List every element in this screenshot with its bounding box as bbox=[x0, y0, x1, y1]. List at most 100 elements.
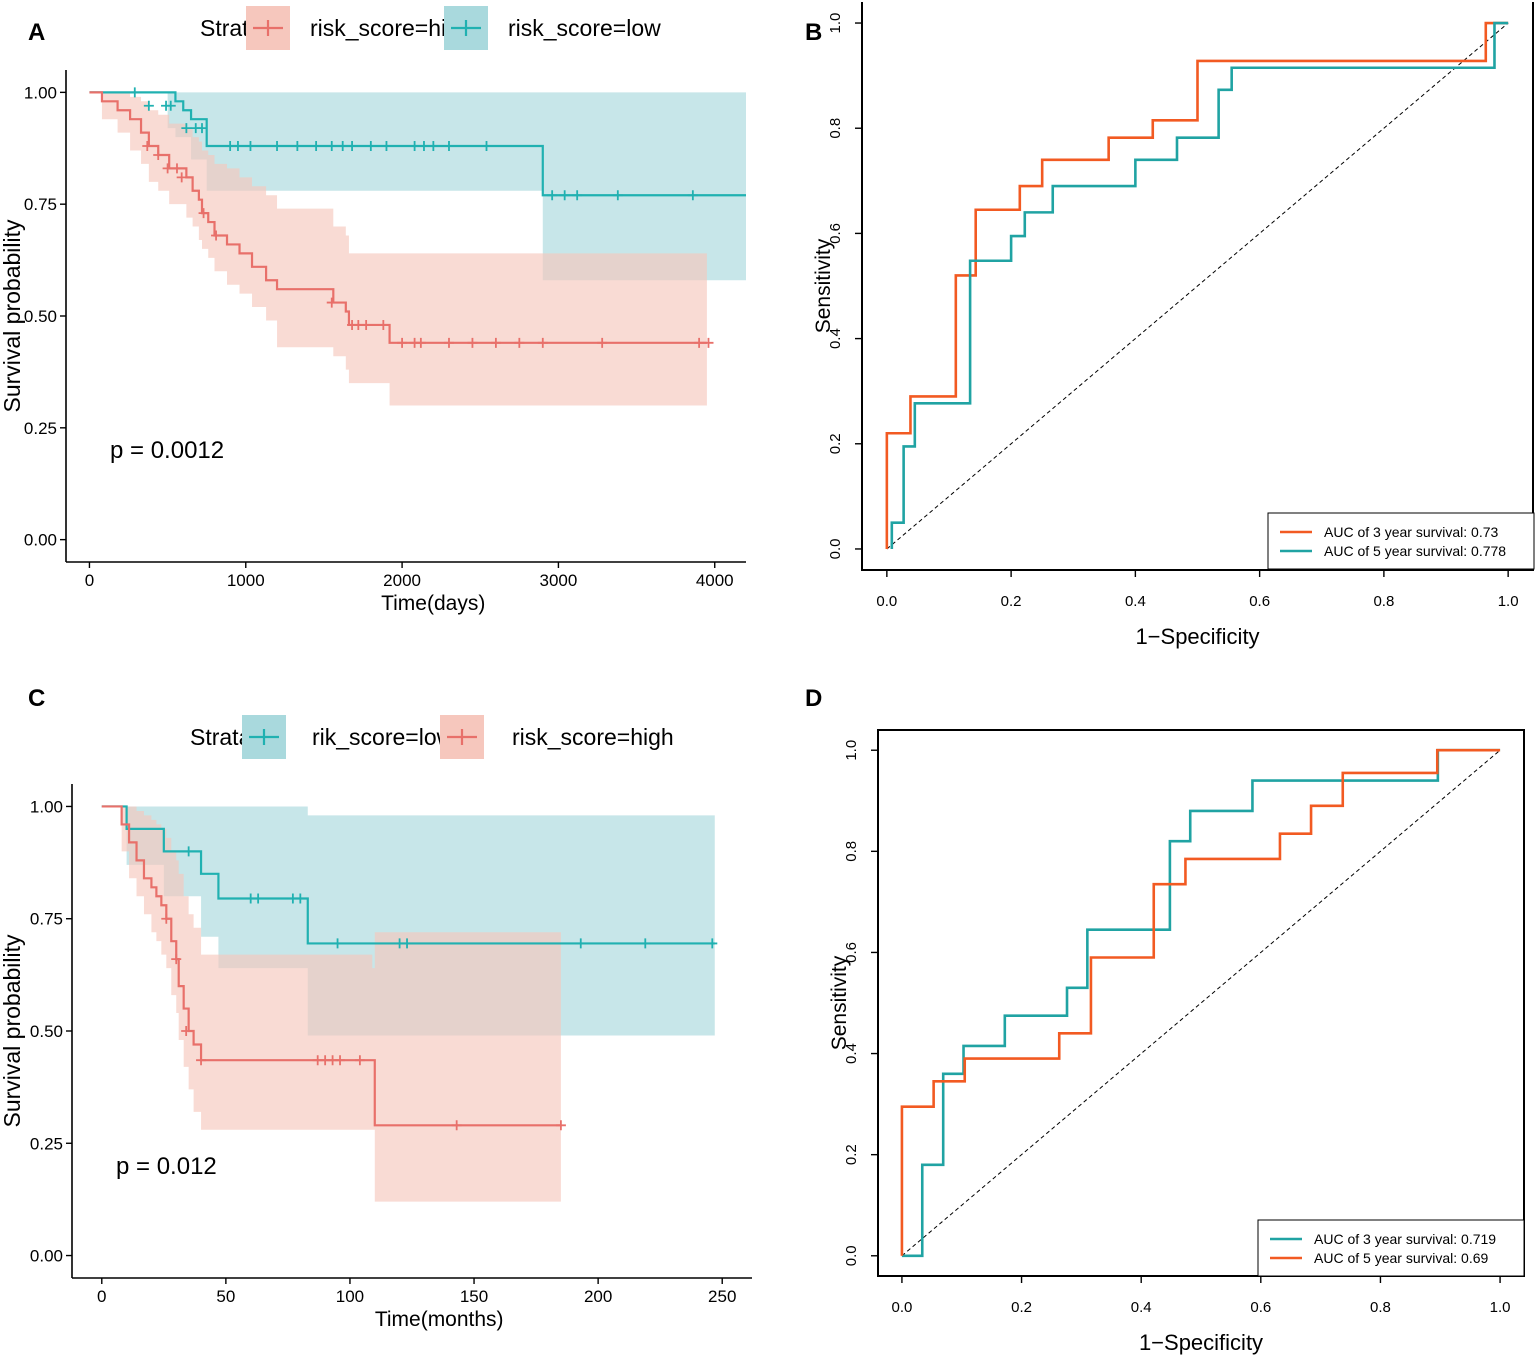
censor-mark bbox=[129, 87, 140, 98]
legend-key-symbol bbox=[447, 729, 477, 745]
x-tick-label: 0.2 bbox=[1011, 1299, 1032, 1316]
y-tick-label: 0.00 bbox=[30, 1247, 63, 1266]
y-tick-label: 0.2 bbox=[827, 433, 844, 454]
panel-label-b: B bbox=[805, 19, 822, 46]
censor-mark bbox=[183, 846, 194, 857]
censor-mark bbox=[165, 100, 176, 111]
censor-mark bbox=[232, 141, 243, 152]
y-tick-label: 0.6 bbox=[827, 223, 844, 244]
roc-curve-AUC of 5 year survival: 0.778 bbox=[890, 21, 1509, 549]
censor-mark bbox=[161, 913, 172, 924]
censor-mark bbox=[142, 141, 153, 152]
y-tick-label: 0.25 bbox=[24, 419, 57, 438]
censor-mark bbox=[547, 190, 558, 201]
ci-band-risk_score=high bbox=[101, 806, 561, 1202]
y-tick-label: 0.8 bbox=[843, 841, 860, 862]
censor-mark bbox=[378, 319, 389, 330]
censor-mark bbox=[418, 141, 429, 152]
legend-key-symbol bbox=[249, 729, 279, 745]
censor-mark bbox=[397, 337, 408, 348]
y-tick-label: 0.2 bbox=[843, 1144, 860, 1165]
censor-mark bbox=[687, 190, 698, 201]
censor-mark bbox=[326, 297, 337, 308]
censor-mark bbox=[171, 163, 182, 174]
x-tick-label: 250 bbox=[708, 1287, 736, 1306]
y-tick-label: 0.50 bbox=[24, 307, 57, 326]
censor-mark bbox=[514, 337, 525, 348]
x-tick-label: 0.0 bbox=[876, 593, 897, 610]
censor-mark bbox=[694, 337, 705, 348]
legend-title: Strata bbox=[190, 724, 252, 750]
p-value: p = 0.012 bbox=[116, 1153, 217, 1180]
censor-mark bbox=[245, 141, 256, 152]
censor-mark bbox=[197, 123, 207, 134]
km-plot-c: 0.00 0.25 0.50 0.75 1.00 0 50 100 150 200 250 Time(… bbox=[0, 715, 752, 1331]
km-plot-a: 0.00 0.25 0.50 0.75 1.00 0 1000 2000 3000 4000 Tim… bbox=[0, 6, 747, 615]
censor-mark bbox=[181, 1026, 192, 1036]
censor-mark bbox=[490, 337, 501, 348]
y-tick-label: 1.00 bbox=[30, 797, 63, 816]
x-tick-label: 150 bbox=[460, 1287, 488, 1306]
censor-mark bbox=[198, 208, 209, 219]
p-value: p = 0.0012 bbox=[110, 437, 224, 464]
x-tick-label: 0.6 bbox=[1250, 1299, 1271, 1316]
ci-band-rik_score=low bbox=[101, 806, 715, 1036]
legend-box bbox=[1257, 1219, 1525, 1277]
roc-curve-AUC of 3 year survival: 0.719 bbox=[901, 748, 1501, 1258]
y-tick-label: 0.50 bbox=[30, 1022, 63, 1041]
censor-mark bbox=[211, 230, 222, 241]
x-tick-label: 3000 bbox=[539, 571, 577, 590]
y-tick-label: 0.75 bbox=[30, 910, 63, 929]
x-tick-label: 2000 bbox=[383, 571, 421, 590]
x-axis-title: Time(months) bbox=[375, 1308, 504, 1331]
censor-mark bbox=[365, 141, 376, 152]
legend-label: rik_score=low bbox=[312, 724, 454, 750]
y-tick-label: 0.4 bbox=[843, 1043, 860, 1064]
censor-mark bbox=[597, 337, 608, 348]
censor-mark bbox=[253, 893, 264, 904]
censor-mark bbox=[381, 141, 392, 152]
legend-label: risk_score=high bbox=[512, 724, 674, 750]
censor-mark bbox=[181, 123, 192, 134]
censor-mark bbox=[537, 337, 548, 348]
y-tick-label: 0.25 bbox=[30, 1134, 63, 1153]
censor-mark bbox=[295, 893, 306, 904]
censor-mark bbox=[481, 141, 492, 152]
censor-mark bbox=[467, 337, 478, 348]
x-tick-label: 4000 bbox=[696, 571, 734, 590]
censor-mark bbox=[409, 141, 420, 152]
x-tick-label: 100 bbox=[336, 1287, 364, 1306]
censor-mark bbox=[612, 190, 623, 201]
ci-band-risk_score=high bbox=[89, 92, 707, 406]
x-tick-label: 0 bbox=[97, 1287, 106, 1306]
y-tick-label: 0.75 bbox=[24, 195, 57, 214]
censor-mark bbox=[337, 141, 348, 152]
y-tick-label: 0.0 bbox=[843, 1245, 860, 1266]
x-tick-label: 1.0 bbox=[1498, 593, 1519, 610]
x-tick-label: 50 bbox=[216, 1287, 235, 1306]
censor-mark bbox=[354, 1055, 365, 1066]
y-axis-title: Sensitivity bbox=[812, 238, 835, 333]
roc-plot-b: 0.0 0.2 0.4 0.6 0.8 1.0 0.0 0.2 0.4 0.6 0.8 1.0 1−Sp… bbox=[812, 2, 1535, 649]
roc-curve-AUC of 5 year survival: 0.69 bbox=[900, 748, 1501, 1256]
censor-mark bbox=[347, 141, 358, 152]
x-tick-label: 200 bbox=[584, 1287, 612, 1306]
reference-diagonal bbox=[901, 749, 1501, 1257]
legend-label: AUC of 3 year survival: 0.73 bbox=[1324, 524, 1499, 540]
panel-label-a: A bbox=[28, 19, 45, 46]
x-axis-title: 1−Specificity bbox=[1135, 624, 1259, 649]
y-tick-label: 1.0 bbox=[827, 13, 844, 34]
y-tick-label: 0.6 bbox=[843, 942, 860, 963]
censor-mark bbox=[143, 100, 154, 111]
legend-label: risk_score=low bbox=[508, 15, 661, 41]
x-tick-label: 1000 bbox=[227, 571, 265, 590]
censor-mark bbox=[443, 337, 454, 348]
x-axis-title: Time(days) bbox=[381, 592, 485, 615]
legend-key-symbol bbox=[451, 20, 481, 36]
y-axis-title: Sensitivity bbox=[828, 955, 851, 1050]
survival-curve-risk_score=low bbox=[89, 91, 746, 197]
censor-mark bbox=[703, 337, 714, 348]
censor-mark bbox=[153, 149, 164, 160]
censor-mark bbox=[572, 190, 583, 201]
